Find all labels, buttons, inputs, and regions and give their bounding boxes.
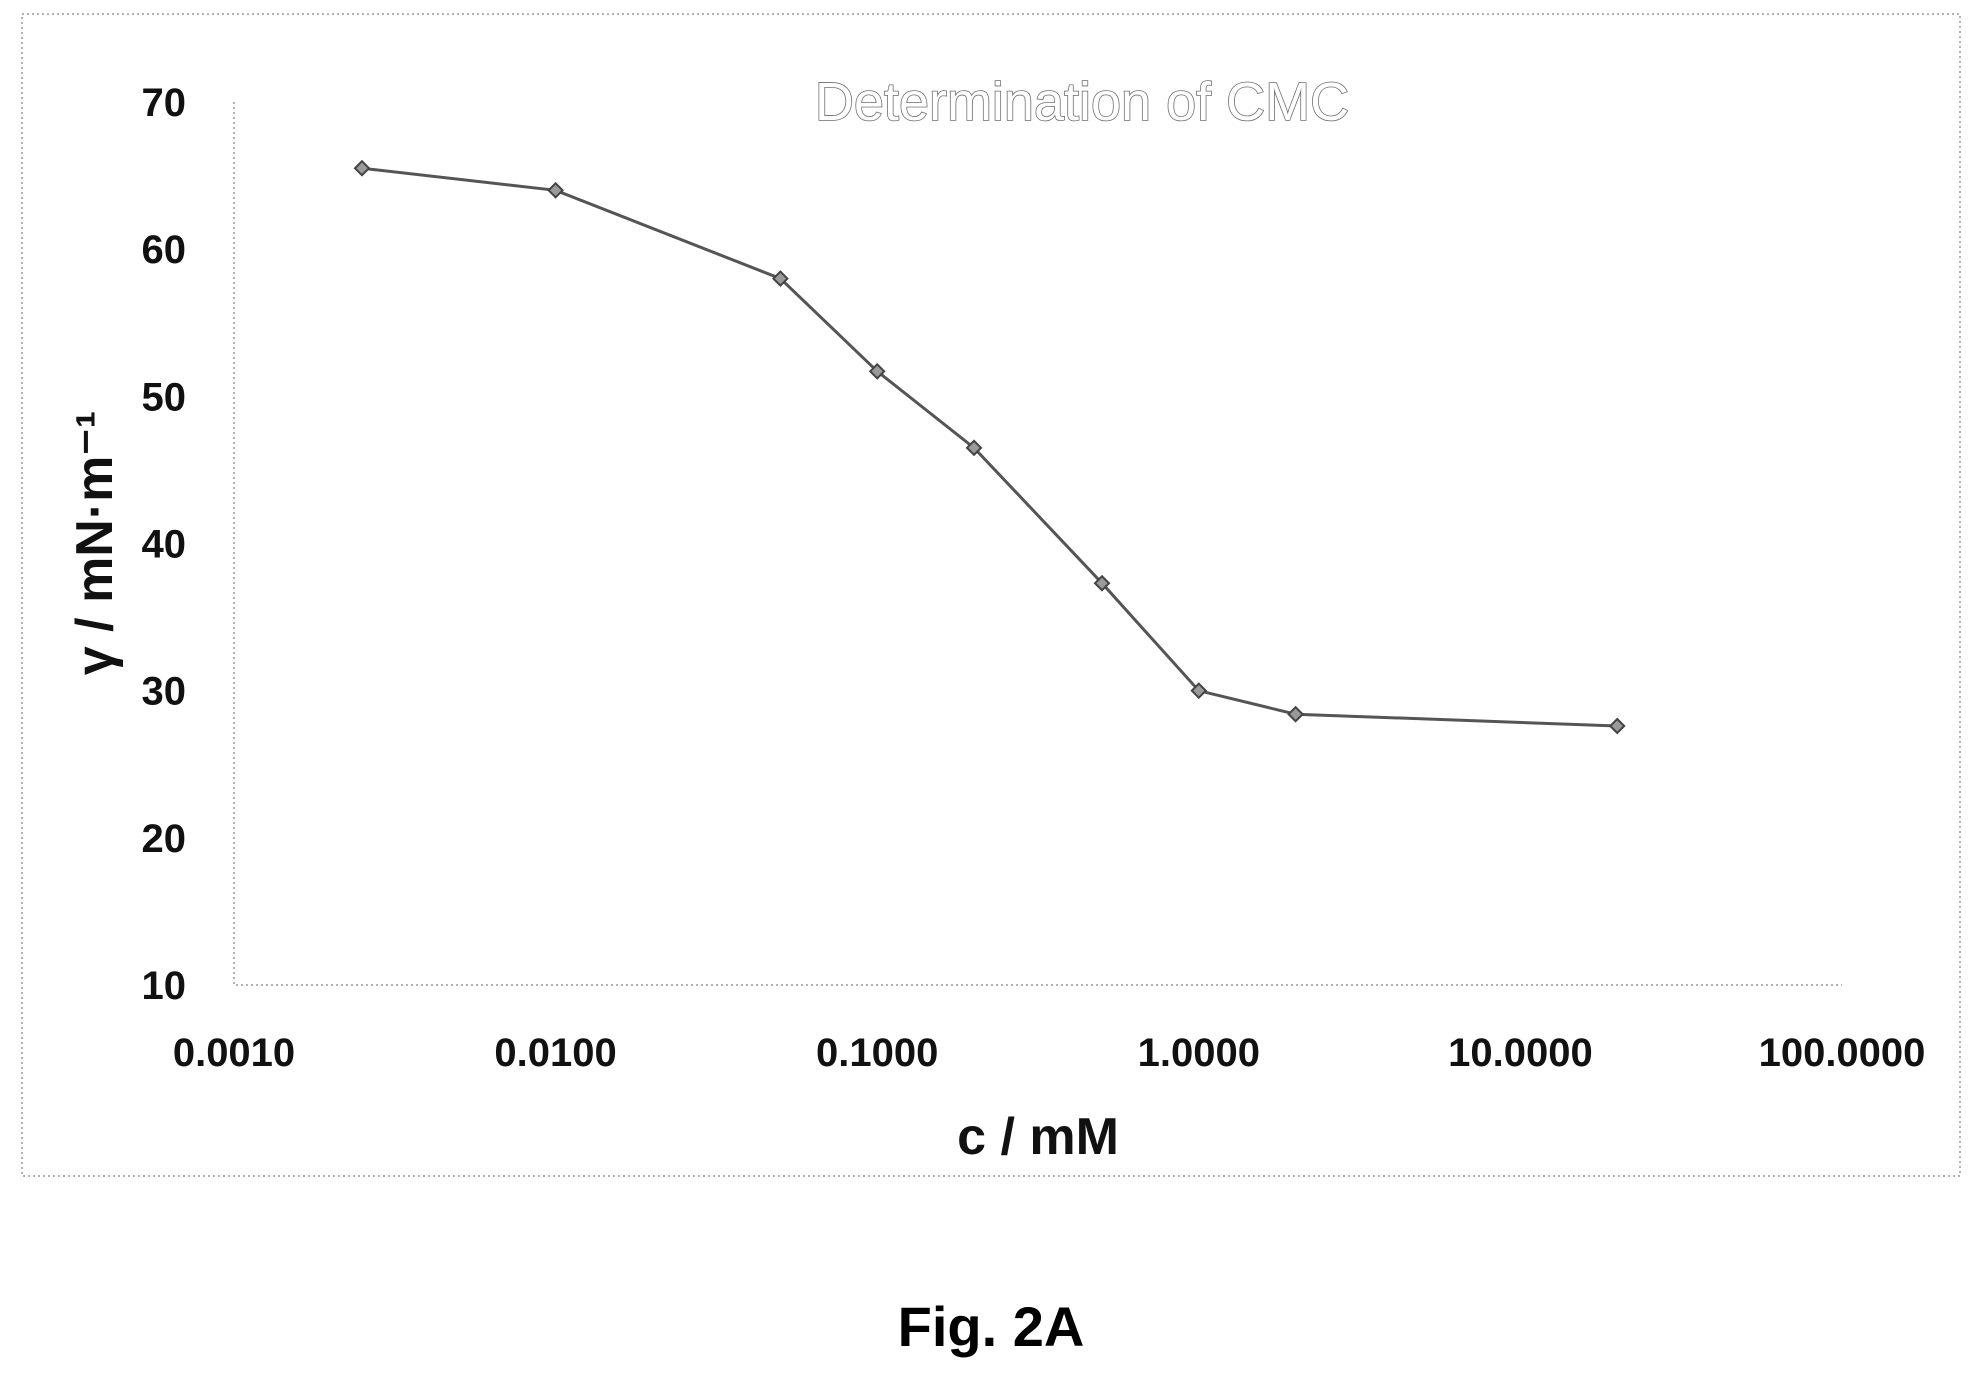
- y-tick-label: 20: [142, 817, 187, 861]
- y-tick-label: 40: [142, 523, 187, 567]
- data-point-marker: [965, 439, 983, 457]
- y-tick-label: 70: [142, 81, 187, 125]
- x-tick-label: 1.0000: [1138, 1031, 1260, 1075]
- y-tick-label: 10: [142, 964, 187, 1008]
- data-series: [353, 159, 1626, 735]
- plot-area: [233, 102, 1842, 986]
- y-tick-label: 50: [142, 375, 187, 419]
- series-line: [361, 166, 1618, 728]
- chart-title: Determination of CMC: [815, 72, 1349, 132]
- data-point-marker: [1093, 574, 1111, 592]
- x-tick-label: 0.0100: [494, 1031, 616, 1075]
- data-point-marker: [1190, 682, 1208, 700]
- chart-frame: [21, 13, 1961, 1177]
- plot-border: [233, 102, 1842, 986]
- data-point-marker: [353, 159, 371, 177]
- x-tick-label: 10.0000: [1448, 1031, 1593, 1075]
- x-tick-label: 0.0010: [173, 1031, 295, 1075]
- data-point-marker: [1608, 717, 1626, 735]
- x-tick-label: 0.1000: [816, 1031, 938, 1075]
- x-axis-title: c / mM: [957, 1108, 1119, 1166]
- x-tick-label: 100.0000: [1759, 1031, 1926, 1075]
- y-tick-label: 60: [142, 228, 187, 272]
- data-point-marker: [868, 362, 886, 380]
- figure-caption: Fig. 2A: [898, 1295, 1085, 1358]
- y-axis-tick-labels: 10 20 30 40 50 60 70: [142, 81, 187, 1008]
- y-tick-label: 30: [142, 670, 187, 714]
- y-axis-title: γ / mN·m⁻¹: [66, 411, 124, 675]
- data-point-marker: [547, 181, 565, 199]
- data-point-marker: [1287, 705, 1305, 723]
- data-point-marker: [771, 270, 789, 288]
- x-axis-tick-labels: 0.0010 0.0100 0.1000 1.0000 10.0000 100.0000: [173, 1031, 1926, 1075]
